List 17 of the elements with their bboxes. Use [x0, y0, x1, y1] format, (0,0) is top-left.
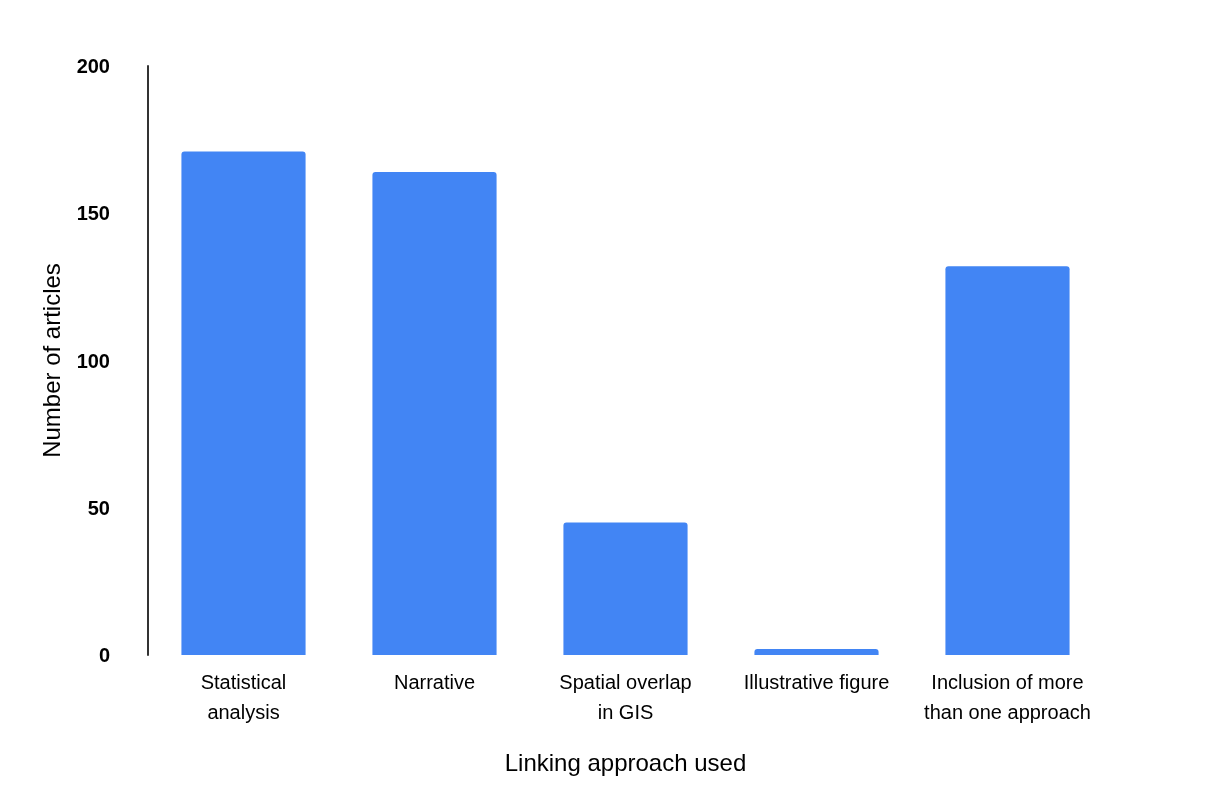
bar [563, 522, 688, 655]
x-tick-label: Inclusion of more than one approach [924, 671, 1091, 723]
y-tick-label: 0 [98, 644, 110, 666]
x-tick-label: Illustrative figure [743, 671, 890, 693]
bar [754, 649, 879, 655]
x-axis-title: Linking approach used [504, 748, 747, 776]
y-tick-label: 150 [76, 202, 110, 225]
bar [945, 266, 1070, 655]
y-tick-label: 100 [76, 349, 110, 372]
x-tick-label: Narrative [393, 671, 476, 693]
y-tick-label: 200 [76, 55, 110, 77]
bar [181, 151, 306, 655]
x-tick-label: Statistical analysis [200, 671, 287, 723]
y-axis-title: Number of articles [37, 263, 65, 458]
bar [372, 172, 497, 655]
x-tick-label: Spatial overlap in GIS [559, 671, 692, 723]
y-tick-label: 50 [87, 496, 110, 519]
